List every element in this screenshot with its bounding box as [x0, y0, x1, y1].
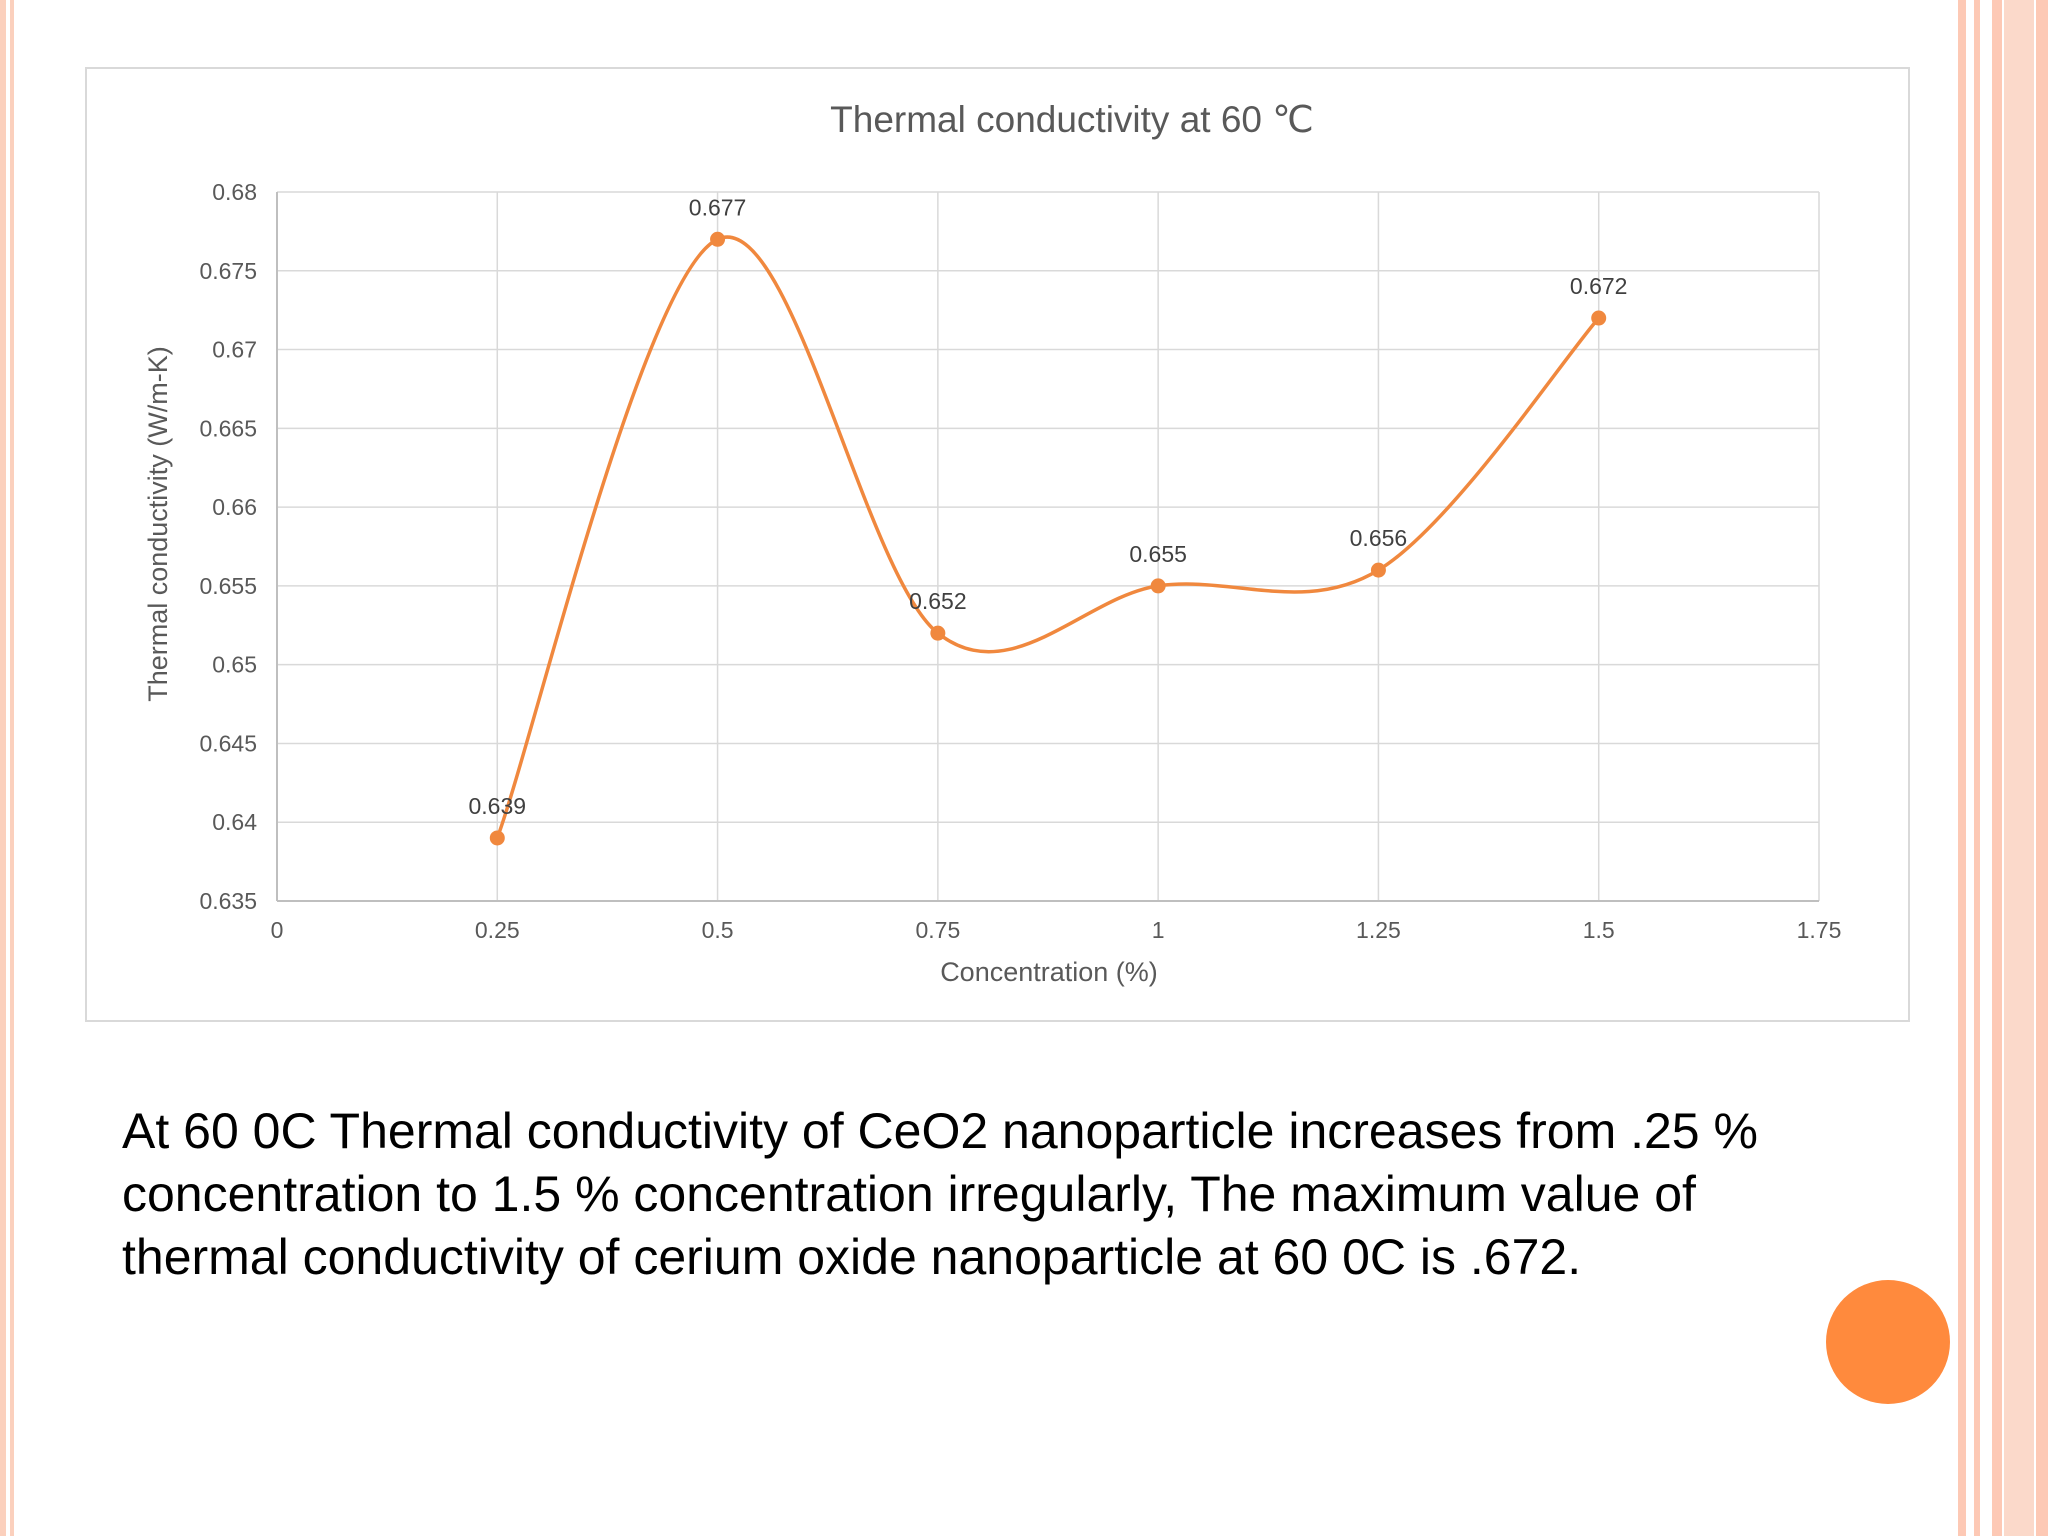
y-tick-label: 0.65	[212, 652, 257, 678]
accent-circle	[1826, 1280, 1950, 1404]
data-point	[489, 830, 505, 846]
right-decor-stripe-1	[1958, 0, 1966, 1536]
y-tick-label: 0.665	[199, 415, 257, 441]
slide-caption: At 60 0C Thermal conductivity of CeO2 na…	[122, 1103, 1758, 1285]
x-axis-title: Concentration (%)	[940, 957, 1158, 987]
x-tick-label: 1.75	[1797, 917, 1842, 943]
series-line	[495, 235, 1601, 839]
x-tick-label: 0	[271, 917, 284, 943]
data-point	[1150, 578, 1166, 594]
right-decor-stripe-4	[2036, 0, 2048, 1536]
y-axis-title: Thermal conductivity (W/m-K)	[143, 346, 173, 702]
y-tick-label: 0.635	[199, 888, 257, 914]
data-point	[1591, 310, 1607, 326]
data-label: 0.677	[689, 194, 747, 220]
x-tick-label: 0.25	[475, 917, 520, 943]
x-tick-label: 1.5	[1583, 917, 1615, 943]
x-tick-label: 1	[1152, 917, 1165, 943]
left-decor-stripe	[0, 0, 6, 1536]
data-point	[930, 625, 946, 641]
chart-title: Thermal conductivity at 60 ℃	[830, 99, 1314, 140]
y-tick-label: 0.675	[199, 258, 257, 284]
data-label: 0.652	[909, 588, 967, 614]
y-tick-label: 0.64	[212, 809, 257, 835]
chart-frame: 0.635 0.64 0.645 0.65 0.655 0.66 0.665 0.67 0.67…	[85, 67, 1910, 1022]
x-tick-label: 1.25	[1356, 917, 1401, 943]
line-chart: 0.635 0.64 0.645 0.65 0.655 0.66 0.665 0.67 0.67…	[143, 99, 1842, 987]
y-tick-label: 0.67	[212, 337, 257, 363]
y-tick-label: 0.655	[199, 573, 257, 599]
y-tick-label: 0.66	[212, 494, 257, 520]
x-tick-label: 0.5	[702, 917, 734, 943]
right-decor-stripe-2	[1974, 0, 1980, 1536]
left-decor-stripe-inner	[10, 0, 14, 1536]
data-label: 0.655	[1129, 541, 1187, 567]
y-tick-label: 0.645	[199, 730, 257, 756]
data-label: 0.672	[1570, 273, 1628, 299]
x-tick-label: 0.75	[915, 917, 960, 943]
right-decor-band	[2004, 0, 2034, 1536]
data-point	[710, 231, 726, 247]
right-decor-stripe-3	[1992, 0, 2002, 1536]
data-point	[1370, 562, 1386, 578]
data-label: 0.656	[1350, 525, 1408, 551]
data-label: 0.639	[469, 793, 527, 819]
y-tick-label: 0.68	[212, 179, 257, 205]
